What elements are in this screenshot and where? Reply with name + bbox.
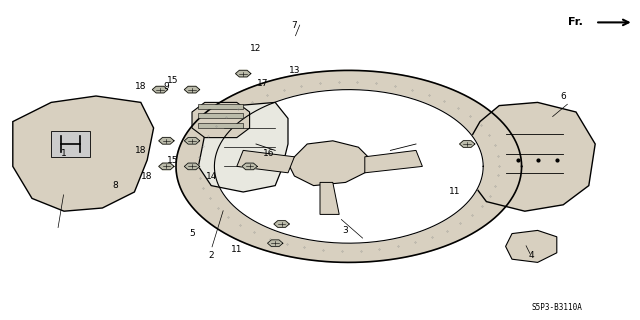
Text: 16: 16 bbox=[263, 149, 275, 158]
Text: 15: 15 bbox=[167, 156, 179, 164]
Text: 2: 2 bbox=[209, 252, 214, 260]
Polygon shape bbox=[460, 141, 475, 147]
Polygon shape bbox=[288, 141, 371, 186]
Polygon shape bbox=[192, 102, 250, 138]
Polygon shape bbox=[506, 230, 557, 262]
Text: 15: 15 bbox=[167, 76, 179, 84]
Polygon shape bbox=[159, 163, 174, 170]
Text: 17: 17 bbox=[257, 79, 268, 88]
Polygon shape bbox=[320, 182, 339, 214]
Text: 7: 7 bbox=[292, 21, 297, 30]
Text: 11: 11 bbox=[449, 188, 460, 196]
Polygon shape bbox=[152, 86, 168, 93]
Text: 1: 1 bbox=[61, 149, 67, 158]
Text: 18: 18 bbox=[135, 146, 147, 155]
Polygon shape bbox=[13, 96, 154, 211]
Polygon shape bbox=[237, 150, 294, 173]
Text: 6: 6 bbox=[561, 92, 566, 100]
Text: 12: 12 bbox=[250, 44, 262, 52]
Bar bbox=[198, 113, 243, 118]
Polygon shape bbox=[198, 102, 288, 192]
Polygon shape bbox=[184, 163, 200, 170]
Text: 18: 18 bbox=[135, 82, 147, 91]
Text: S5P3-B3110A: S5P3-B3110A bbox=[531, 303, 582, 312]
Text: 18: 18 bbox=[141, 172, 153, 180]
Text: 4: 4 bbox=[529, 252, 534, 260]
Polygon shape bbox=[467, 102, 595, 211]
Polygon shape bbox=[274, 221, 289, 227]
Polygon shape bbox=[159, 138, 174, 144]
Polygon shape bbox=[214, 90, 483, 243]
Text: Fr.: Fr. bbox=[568, 17, 582, 28]
Text: 14: 14 bbox=[205, 172, 217, 180]
Text: 8: 8 bbox=[113, 181, 118, 190]
Polygon shape bbox=[176, 70, 522, 262]
Bar bbox=[198, 104, 243, 109]
Text: 5: 5 bbox=[189, 229, 195, 238]
Polygon shape bbox=[184, 138, 200, 144]
Polygon shape bbox=[365, 150, 422, 173]
Bar bbox=[198, 123, 243, 128]
Polygon shape bbox=[242, 163, 257, 170]
Text: 3: 3 bbox=[343, 226, 348, 235]
Polygon shape bbox=[268, 240, 283, 246]
Text: 11: 11 bbox=[231, 245, 243, 254]
Text: 9: 9 bbox=[164, 82, 169, 91]
Text: 13: 13 bbox=[289, 66, 300, 75]
Bar bbox=[51, 131, 90, 157]
Polygon shape bbox=[236, 70, 251, 77]
Polygon shape bbox=[184, 86, 200, 93]
